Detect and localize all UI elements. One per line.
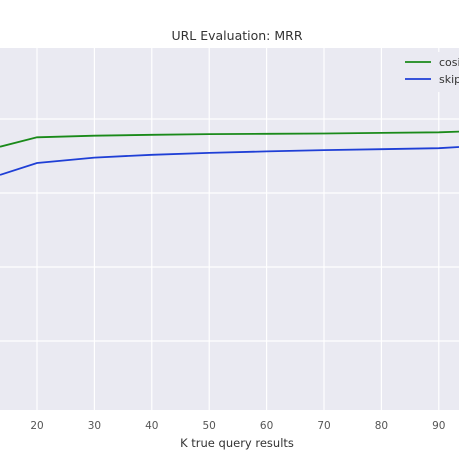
series-line-skip [0, 146, 459, 176]
legend-label-skip: skip [439, 73, 459, 86]
x-axis-label: K true query results [180, 436, 294, 450]
plot-background [0, 48, 459, 410]
x-tick-label: 40 [145, 420, 158, 432]
legend: cosi skip [398, 52, 459, 92]
grid [0, 48, 459, 410]
x-tick-label: 90 [432, 420, 445, 432]
series-lines [0, 130, 459, 176]
x-tick-label: 80 [375, 420, 388, 432]
x-tick-label: 30 [88, 420, 101, 432]
legend-label-cosi: cosi [439, 56, 459, 69]
x-tick-label: 70 [317, 420, 330, 432]
x-tick-label: 60 [260, 420, 273, 432]
x-tick-labels: 20 30 40 50 60 70 80 90 [30, 420, 445, 432]
series-line-cosi [0, 130, 459, 148]
x-tick-label: 20 [30, 420, 43, 432]
chart-title: URL Evaluation: MRR [171, 28, 302, 43]
legend-box [398, 52, 459, 92]
x-tick-label: 50 [203, 420, 216, 432]
